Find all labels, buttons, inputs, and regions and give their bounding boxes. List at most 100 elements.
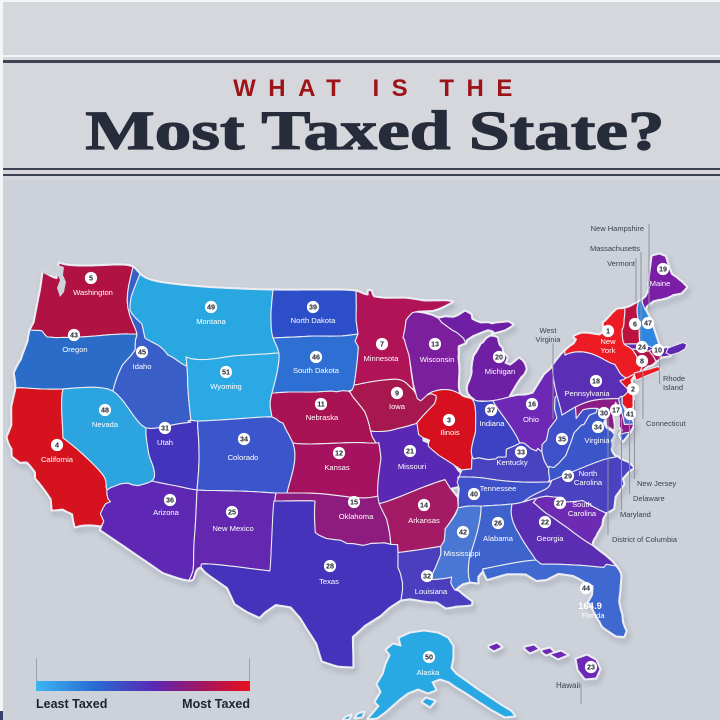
svg-text:Massachusetts: Massachusetts (590, 244, 640, 253)
svg-text:Idaho: Idaho (132, 362, 151, 371)
svg-text:22: 22 (541, 518, 549, 527)
svg-text:37: 37 (487, 406, 495, 415)
svg-text:Montana: Montana (196, 317, 226, 326)
svg-text:35: 35 (558, 435, 566, 444)
svg-text:46: 46 (312, 353, 320, 362)
svg-text:8: 8 (640, 357, 644, 366)
svg-text:Connecticut: Connecticut (646, 419, 687, 428)
svg-text:47: 47 (644, 319, 652, 328)
svg-text:2: 2 (631, 385, 635, 394)
svg-text:York: York (601, 346, 616, 355)
svg-text:49: 49 (207, 303, 215, 312)
svg-text:Maine: Maine (650, 279, 671, 288)
svg-text:Nebraska: Nebraska (306, 413, 339, 422)
svg-text:3: 3 (447, 416, 451, 425)
svg-text:South: South (572, 500, 592, 509)
svg-text:New Mexico: New Mexico (212, 524, 253, 533)
svg-text:Georgia: Georgia (536, 534, 564, 543)
svg-text:50: 50 (425, 653, 433, 662)
svg-text:27: 27 (556, 499, 564, 508)
svg-text:North: North (579, 469, 598, 478)
svg-text:10: 10 (654, 346, 662, 355)
svg-text:Tennessee: Tennessee (480, 484, 517, 493)
svg-text:Arkansas: Arkansas (408, 516, 440, 525)
svg-text:28: 28 (326, 562, 334, 571)
svg-text:164.9: 164.9 (578, 601, 602, 612)
svg-text:48: 48 (101, 406, 109, 415)
svg-text:Mississippi: Mississippi (444, 549, 481, 558)
svg-text:25: 25 (228, 508, 236, 517)
svg-text:Kentucky: Kentucky (496, 458, 527, 467)
svg-text:5: 5 (89, 274, 93, 283)
svg-text:Louisiana: Louisiana (415, 587, 448, 596)
svg-text:33: 33 (517, 448, 525, 457)
svg-text:20: 20 (495, 353, 503, 362)
svg-text:32: 32 (423, 572, 431, 581)
svg-text:1: 1 (606, 327, 610, 336)
svg-text:South Dakota: South Dakota (293, 366, 340, 375)
svg-text:44: 44 (582, 584, 590, 593)
svg-text:Most Taxed: Most Taxed (182, 697, 250, 711)
svg-text:41: 41 (626, 410, 634, 419)
svg-text:New Jersey: New Jersey (637, 479, 676, 488)
svg-text:34: 34 (240, 435, 248, 444)
svg-text:17: 17 (612, 406, 620, 415)
svg-text:16: 16 (528, 400, 536, 409)
svg-text:Wyoming: Wyoming (210, 382, 242, 391)
svg-text:4: 4 (55, 441, 59, 450)
svg-text:23: 23 (587, 663, 595, 672)
svg-text:Missouri: Missouri (398, 462, 427, 471)
svg-text:Vermont: Vermont (607, 259, 636, 268)
svg-text:45: 45 (138, 348, 146, 357)
svg-text:Maryland: Maryland (620, 510, 651, 519)
svg-text:Indiana: Indiana (480, 419, 506, 428)
svg-text:9: 9 (395, 389, 399, 398)
svg-text:6: 6 (633, 320, 637, 329)
svg-text:Iowa: Iowa (389, 402, 406, 411)
svg-text:51: 51 (222, 368, 230, 377)
svg-text:39: 39 (309, 303, 317, 312)
svg-text:21: 21 (406, 447, 414, 456)
svg-text:19: 19 (659, 265, 667, 274)
svg-text:11: 11 (317, 400, 325, 409)
svg-text:42: 42 (459, 528, 467, 537)
svg-text:43: 43 (70, 331, 78, 340)
svg-text:7: 7 (380, 340, 384, 349)
svg-text:Carolina: Carolina (574, 478, 603, 487)
svg-text:18: 18 (592, 377, 600, 386)
svg-text:15: 15 (350, 498, 358, 507)
svg-text:Ilinois: Ilinois (440, 428, 460, 437)
svg-text:Michigan: Michigan (485, 367, 515, 376)
svg-text:Oklahoma: Oklahoma (339, 512, 374, 521)
svg-text:24: 24 (638, 343, 646, 352)
svg-text:14: 14 (420, 501, 428, 510)
svg-text:North Dakota: North Dakota (291, 316, 337, 325)
svg-text:New Hampshire: New Hampshire (591, 224, 644, 233)
svg-text:Kansas: Kansas (324, 463, 350, 472)
svg-text:District of Columbia: District of Columbia (612, 535, 678, 544)
svg-text:36: 36 (166, 496, 174, 505)
svg-text:40: 40 (470, 490, 478, 499)
svg-text:Washington: Washington (73, 288, 113, 297)
svg-text:Nevada: Nevada (92, 420, 119, 429)
svg-text:Minnesota: Minnesota (363, 354, 399, 363)
svg-text:26: 26 (494, 519, 502, 528)
svg-text:31: 31 (161, 424, 169, 433)
svg-text:Arizona: Arizona (153, 508, 180, 517)
svg-text:Virginia: Virginia (584, 436, 610, 445)
svg-text:Texas: Texas (319, 577, 339, 586)
svg-text:Pennsylvania: Pennsylvania (564, 389, 610, 398)
svg-text:Alabama: Alabama (483, 534, 514, 543)
svg-text:Least Taxed: Least Taxed (36, 697, 107, 711)
svg-text:Hawaii: Hawaii (556, 681, 580, 690)
svg-text:Alaska: Alaska (417, 668, 441, 677)
svg-text:Delaware: Delaware (633, 494, 665, 503)
svg-text:34: 34 (594, 423, 602, 432)
svg-text:12: 12 (335, 449, 343, 458)
svg-text:Ohio: Ohio (523, 415, 539, 424)
svg-text:California: California (41, 455, 74, 464)
svg-text:13: 13 (431, 340, 439, 349)
svg-text:Florida: Florida (581, 611, 605, 620)
